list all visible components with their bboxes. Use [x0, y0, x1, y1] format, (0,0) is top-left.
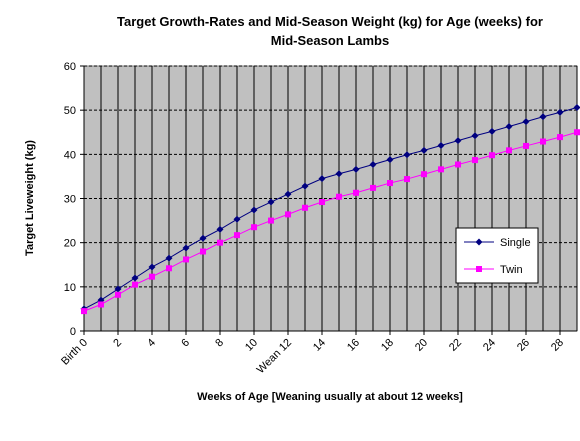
legend-label: Twin [500, 264, 523, 276]
series-line [83, 107, 578, 310]
chart-title: Target Growth-Rates and Mid-Season Weigh… [117, 14, 543, 29]
point [319, 199, 325, 206]
point [471, 132, 479, 140]
x-tick-label: 28 [549, 337, 566, 354]
point [386, 156, 394, 164]
point [165, 254, 173, 262]
point [148, 263, 156, 271]
point [556, 108, 564, 116]
point [353, 189, 359, 196]
legend-box [455, 227, 539, 284]
point [404, 176, 410, 183]
point [523, 142, 529, 149]
point [268, 217, 274, 224]
point [182, 244, 190, 252]
point [302, 204, 308, 211]
point [200, 248, 206, 255]
point [98, 301, 104, 308]
x-tick-label: Wean 12 [255, 337, 294, 376]
point [336, 193, 342, 200]
y-tick-label: 50 [64, 105, 76, 117]
x-tick-label: 4 [145, 337, 158, 350]
point [217, 239, 223, 246]
point [488, 127, 496, 135]
point [352, 165, 360, 173]
x-tick-label: 18 [379, 337, 396, 354]
x-tick-label: Birth 0 [59, 337, 90, 368]
point [522, 118, 530, 126]
point [472, 157, 478, 164]
y-tick-label: 60 [64, 61, 76, 73]
x-tick-label: 22 [447, 337, 464, 354]
point [166, 265, 172, 272]
x-tick-label: 16 [345, 337, 362, 354]
point [250, 206, 258, 214]
point [267, 198, 275, 206]
y-tick-label: 0 [70, 326, 76, 338]
point [335, 170, 343, 178]
x-tick-label: 2 [111, 337, 124, 350]
point [540, 138, 546, 145]
point [557, 134, 563, 141]
point [421, 171, 427, 178]
x-tick-label: 20 [413, 337, 430, 354]
point [437, 142, 445, 149]
point [370, 184, 376, 191]
y-tick-label: 10 [64, 282, 76, 294]
y-tick-label: 30 [64, 194, 76, 206]
point [455, 161, 461, 168]
point [438, 166, 444, 173]
legend-marker [476, 266, 482, 272]
point [574, 129, 580, 136]
point [284, 190, 292, 198]
point [387, 180, 393, 187]
point [81, 308, 87, 315]
point [199, 234, 207, 242]
point [489, 152, 495, 159]
point [183, 256, 189, 263]
point [505, 123, 513, 131]
point [369, 160, 377, 168]
point [285, 211, 291, 218]
y-tick-label: 40 [64, 149, 76, 161]
point [216, 225, 224, 233]
point [420, 146, 428, 154]
y-axis-title: Target Liveweight (kg) [24, 140, 36, 256]
point [234, 232, 240, 239]
y-tick-label: 20 [64, 238, 76, 250]
point [132, 281, 138, 288]
point [573, 104, 580, 112]
point [114, 285, 122, 293]
x-tick-label: 14 [311, 337, 328, 354]
point [539, 113, 547, 121]
x-tick-label: 26 [515, 337, 532, 354]
point [251, 224, 257, 231]
point [115, 291, 121, 298]
x-tick-label: 8 [213, 337, 226, 350]
point [233, 215, 241, 223]
x-tick-label: 10 [243, 337, 260, 354]
legend-label: Single [500, 237, 531, 249]
point [149, 273, 155, 280]
legend-marker [475, 238, 483, 246]
x-axis-title: Weeks of Age [Weaning usually at about 1… [197, 391, 463, 403]
point [131, 274, 139, 282]
point [506, 147, 512, 154]
x-tick-label: 6 [179, 337, 192, 350]
x-tick-label: 24 [481, 337, 498, 354]
point [318, 175, 326, 183]
point [454, 137, 462, 145]
point [301, 182, 309, 190]
point [403, 151, 411, 159]
chart-title: Mid-Season Lambs [271, 33, 389, 48]
